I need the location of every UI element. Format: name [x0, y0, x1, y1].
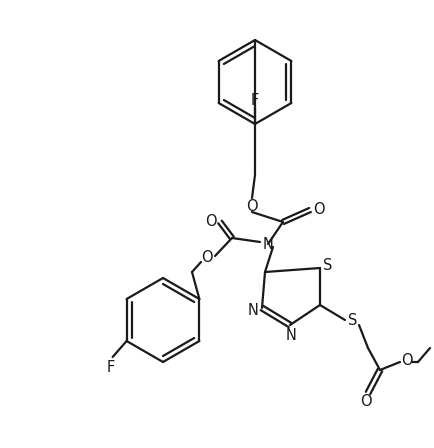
- Text: N: N: [263, 237, 273, 251]
- Text: S: S: [349, 313, 358, 327]
- Text: F: F: [106, 359, 115, 375]
- Text: O: O: [205, 214, 217, 228]
- Text: N: N: [247, 302, 258, 318]
- Text: S: S: [323, 258, 333, 272]
- Text: O: O: [360, 395, 372, 409]
- Text: O: O: [246, 198, 258, 214]
- Text: F: F: [251, 92, 259, 108]
- Text: O: O: [201, 250, 213, 264]
- Text: N: N: [286, 327, 296, 343]
- Text: O: O: [313, 202, 325, 216]
- Text: O: O: [401, 353, 413, 367]
